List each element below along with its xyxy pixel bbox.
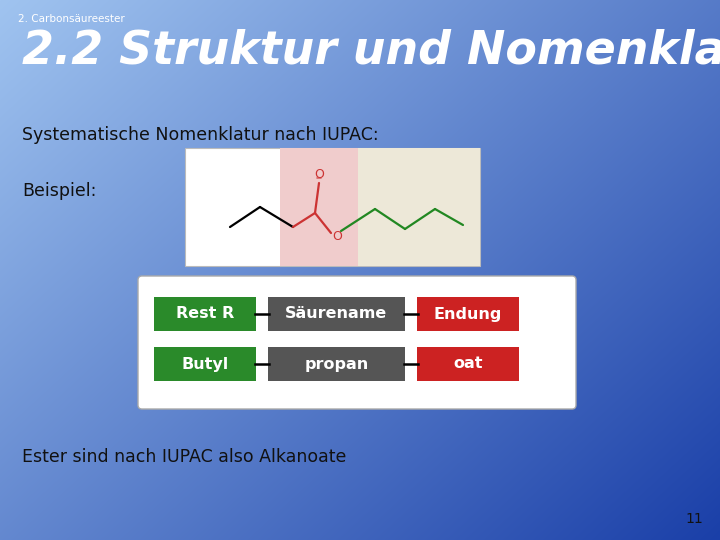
Text: Systematische Nomenklatur nach IUPAC:: Systematische Nomenklatur nach IUPAC: bbox=[22, 126, 379, 144]
Text: propan: propan bbox=[305, 356, 369, 372]
Text: 2. Carbonsäureester: 2. Carbonsäureester bbox=[18, 14, 125, 24]
Text: O: O bbox=[314, 168, 324, 181]
Text: Ester sind nach IUPAC also Alkanoate: Ester sind nach IUPAC also Alkanoate bbox=[22, 448, 346, 466]
Text: Beispiel:: Beispiel: bbox=[22, 182, 96, 200]
Text: Säurename: Säurename bbox=[285, 307, 387, 321]
FancyBboxPatch shape bbox=[268, 297, 405, 331]
Text: Endung: Endung bbox=[434, 307, 502, 321]
FancyBboxPatch shape bbox=[154, 347, 256, 381]
Text: Rest R: Rest R bbox=[176, 307, 234, 321]
Text: oat: oat bbox=[454, 356, 482, 372]
Text: 11: 11 bbox=[685, 512, 703, 526]
Text: 2.2 Struktur und Nomenklatur: 2.2 Struktur und Nomenklatur bbox=[22, 28, 720, 73]
FancyBboxPatch shape bbox=[154, 297, 256, 331]
Text: O: O bbox=[332, 230, 342, 242]
FancyBboxPatch shape bbox=[268, 347, 405, 381]
Bar bbox=[358, 148, 480, 266]
Bar bbox=[280, 148, 358, 266]
FancyBboxPatch shape bbox=[138, 276, 576, 409]
Text: Butyl: Butyl bbox=[181, 356, 229, 372]
FancyBboxPatch shape bbox=[417, 297, 519, 331]
Bar bbox=[185, 148, 480, 266]
FancyBboxPatch shape bbox=[417, 347, 519, 381]
